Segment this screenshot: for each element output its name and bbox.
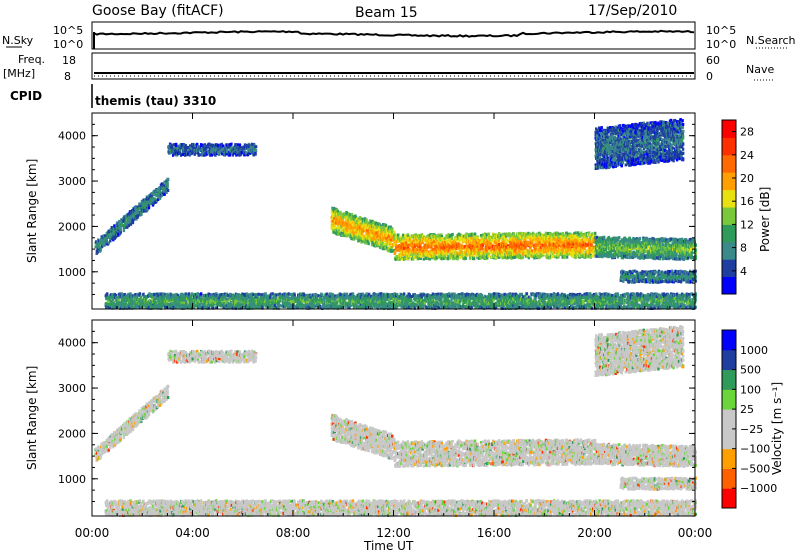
power-cell — [464, 257, 466, 260]
nsearch-label: N.Search — [746, 34, 796, 47]
power-cell — [402, 234, 404, 237]
station-title: Goose Bay (fitACF) — [92, 3, 224, 19]
power-cell — [474, 233, 476, 236]
power-cell — [167, 178, 169, 181]
power-echo-cells — [95, 118, 697, 310]
power-cell — [229, 154, 231, 157]
nsky-tick-low: 10^0 — [53, 38, 83, 51]
nsky-label: N.Sky — [2, 34, 34, 47]
freq-tick-high: 18 — [62, 54, 76, 67]
power-cell — [132, 221, 134, 224]
power-cell — [230, 143, 232, 146]
power-cell — [675, 253, 677, 256]
power-cell — [218, 153, 220, 156]
power-cell — [391, 228, 393, 231]
power-cell — [393, 231, 395, 234]
nave-tick-high: 60 — [706, 54, 720, 67]
power-cell — [594, 232, 596, 235]
power-cell — [394, 251, 396, 254]
power-cell — [403, 247, 405, 250]
power-cell — [222, 144, 224, 147]
power-cell — [255, 145, 257, 148]
power-cell — [451, 237, 453, 240]
freq-tick-low: 8 — [64, 70, 71, 83]
nave-tick-low: 0 — [706, 70, 713, 83]
power-cell — [255, 149, 257, 152]
power-cell — [530, 244, 532, 247]
power-cell — [120, 228, 122, 231]
power-cell — [423, 258, 425, 261]
date-title: 17/Sep/2010 — [588, 3, 677, 19]
power-cell — [161, 194, 163, 197]
nsky-trace — [94, 31, 694, 37]
power-cell — [646, 237, 648, 240]
freq-panel: Freq. [MHz] 18 8 60 0 Nave — [3, 53, 774, 83]
power-cell — [446, 240, 448, 243]
power-cell — [438, 242, 440, 245]
nsky-panel: N.Sky 10^5 10^0 10^5 10^0 N.Search — [2, 22, 796, 51]
power-cell — [533, 257, 535, 260]
nsky-tick-high: 10^5 — [53, 24, 83, 37]
power-cell — [513, 232, 515, 235]
nave-label: Nave — [746, 63, 774, 76]
power-cell — [473, 257, 475, 260]
power-cell — [397, 234, 399, 237]
power-cell — [547, 252, 549, 255]
power-cell — [583, 247, 585, 250]
power-cell — [502, 253, 504, 256]
cpid-label: CPID — [10, 89, 42, 103]
power-cell — [522, 256, 524, 259]
power-cell — [503, 240, 505, 243]
beam-title: Beam 15 — [355, 5, 418, 21]
power-cell — [361, 218, 363, 221]
nsearch-tick-high: 10^5 — [706, 24, 736, 37]
power-cell — [662, 243, 664, 246]
power-cell — [488, 255, 490, 258]
power-cell — [451, 233, 453, 236]
cpid-text: themis (tau) 3310 — [95, 94, 216, 108]
power-cell — [367, 242, 369, 245]
power-cell — [166, 183, 168, 186]
power-cell — [444, 257, 446, 260]
freq-label-line1: Freq. — [18, 53, 45, 66]
power-cell — [498, 239, 500, 242]
power-cell — [618, 236, 620, 239]
power-cell — [488, 233, 490, 236]
power-cell — [639, 237, 641, 240]
power-cell — [588, 231, 590, 234]
power-cell — [254, 153, 256, 156]
power-cell — [167, 189, 169, 192]
power-cell — [603, 237, 605, 240]
power-cell — [566, 256, 568, 259]
freq-label-line2: [MHz] — [3, 67, 35, 80]
power-cell — [123, 229, 125, 232]
power-cell — [211, 154, 213, 157]
power-cell — [531, 240, 533, 243]
nsearch-tick-low: 10^0 — [706, 38, 736, 51]
power-cell — [626, 256, 628, 259]
